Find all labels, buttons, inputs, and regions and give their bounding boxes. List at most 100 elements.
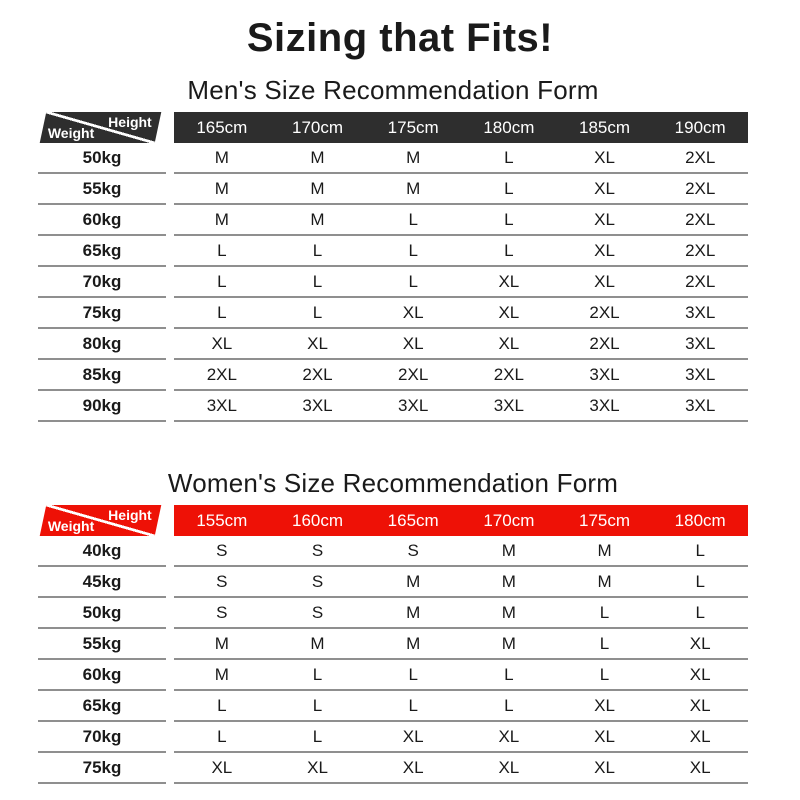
column-gap <box>166 143 174 174</box>
column-gap <box>166 660 174 691</box>
size-cell: XL <box>402 302 424 322</box>
size-cell: M <box>406 178 421 198</box>
size-cells: L L L L XL 2XL <box>174 236 748 267</box>
size-cells: M M L L XL 2XL <box>174 205 748 236</box>
table-row: 65kg L L L L XL XL <box>38 691 748 722</box>
size-cell: XL <box>594 178 615 198</box>
size-cell: XL <box>498 302 520 322</box>
size-cell: L <box>312 695 323 715</box>
table-row: 80kg XL XL XL XL 2XL 3XL <box>38 329 748 360</box>
size-cell: L <box>504 147 514 167</box>
size-cell: S <box>311 602 324 622</box>
size-cell: 2XL <box>685 178 716 198</box>
size-cell: XL <box>307 757 328 777</box>
womens-corner-column: Height Weight <box>38 505 166 536</box>
size-cell: L <box>504 664 514 684</box>
height-header-cell: 190cm <box>674 117 726 137</box>
size-cell: L <box>312 302 323 322</box>
size-cell: M <box>406 571 421 591</box>
weight-cell: 70kg <box>38 722 166 753</box>
size-cells: L L L L XL XL <box>174 691 748 722</box>
size-cell: L <box>408 240 418 260</box>
size-cell: XL <box>689 757 711 777</box>
size-cell: 3XL <box>589 395 620 415</box>
weight-cell: 60kg <box>38 660 166 691</box>
size-cell: XL <box>689 633 711 653</box>
size-cell: L <box>599 664 610 684</box>
size-cell: XL <box>498 333 520 353</box>
size-cell: L <box>504 240 514 260</box>
mens-table-title: Men's Size Recommendation Form <box>187 75 599 105</box>
weight-cell: 75kg <box>38 298 166 329</box>
corner-cell: Height Weight <box>39 505 162 536</box>
table-row: 70kg L L XL XL XL XL <box>38 722 748 753</box>
table-row: 65kg L L L L XL 2XL <box>38 236 748 267</box>
weight-cell: 65kg <box>38 236 166 267</box>
size-cell: XL <box>211 333 233 353</box>
column-gap <box>166 329 174 360</box>
size-cell: M <box>501 633 516 653</box>
height-header-cell: 170cm <box>483 510 535 530</box>
size-cell: L <box>599 602 610 622</box>
size-cells: 2XL 2XL 2XL 2XL 3XL 3XL <box>174 360 748 391</box>
height-header-bar: 165cm 170cm 175cm 180cm 185cm 190cm <box>174 112 748 143</box>
size-cell: 3XL <box>685 302 716 322</box>
size-cell: L <box>504 209 514 229</box>
size-cell: 2XL <box>685 271 716 291</box>
weight-cell: 90kg <box>38 391 166 422</box>
weight-cell: 80kg <box>38 329 166 360</box>
column-gap <box>166 598 174 629</box>
size-cell: XL <box>594 147 615 167</box>
weight-cell: 70kg <box>38 267 166 298</box>
size-cell: 2XL <box>398 364 429 384</box>
size-cell: XL <box>307 333 328 353</box>
weight-cell: 40kg <box>38 536 166 567</box>
size-cell: M <box>406 602 421 622</box>
size-cell: M <box>597 571 612 591</box>
column-gap <box>166 391 174 422</box>
table-row: 50kg M M M L XL 2XL <box>38 143 748 174</box>
weight-cell: 55kg <box>38 174 166 205</box>
size-cell: M <box>310 147 325 167</box>
size-cell: L <box>217 302 227 322</box>
column-gap <box>166 691 174 722</box>
size-cell: M <box>597 540 612 560</box>
size-cell: M <box>214 209 229 229</box>
table-row: 70kg L L L XL XL 2XL <box>38 267 748 298</box>
size-cells: M M M L XL 2XL <box>174 174 748 205</box>
weight-cell: 60kg <box>38 205 166 236</box>
size-cell: L <box>312 271 323 291</box>
womens-size-table: Women's Size Recommendation Form Height … <box>38 468 748 784</box>
height-header-cell: 165cm <box>387 510 439 530</box>
column-gap <box>166 298 174 329</box>
size-cell: M <box>310 209 325 229</box>
column-gap <box>166 112 174 143</box>
column-gap <box>166 267 174 298</box>
size-cell: 3XL <box>302 395 333 415</box>
size-cell: L <box>217 695 227 715</box>
corner-weight-label: Weight <box>47 125 95 141</box>
size-cell: XL <box>594 757 615 777</box>
size-cell: L <box>408 664 418 684</box>
size-cell: S <box>216 571 228 591</box>
corner-height-label: Height <box>108 114 153 130</box>
column-gap <box>166 360 174 391</box>
column-gap <box>166 536 174 567</box>
size-cells: 3XL 3XL 3XL 3XL 3XL 3XL <box>174 391 748 422</box>
size-cell: M <box>501 571 516 591</box>
corner-cell: Height Weight <box>39 112 162 143</box>
height-header-cell: 160cm <box>291 510 344 530</box>
page-title: Sizing that Fits! <box>246 16 554 60</box>
weight-cell: 45kg <box>38 567 166 598</box>
mens-corner-column: Height Weight <box>38 112 166 143</box>
womens-header-row: Height Weight 155cm 160cm 165cm 170cm 175cm 1… <box>38 505 748 536</box>
column-gap <box>166 205 174 236</box>
size-cell: L <box>504 695 514 715</box>
size-cell: L <box>504 178 514 198</box>
weight-cell: 55kg <box>38 629 166 660</box>
mens-table-body: 50kg M M M L XL 2XL 55kg M M M L XL 2XL 60kg M M L L XL 2XL 6… <box>38 143 748 422</box>
size-cell: M <box>406 633 421 653</box>
height-header-cell: 180cm <box>483 117 535 137</box>
